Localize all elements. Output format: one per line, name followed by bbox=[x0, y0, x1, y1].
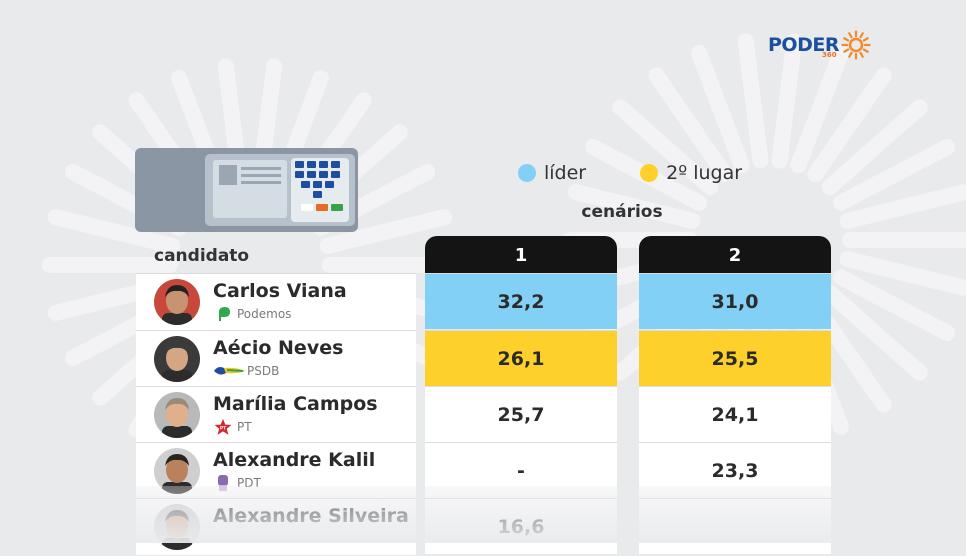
burst-ray bbox=[319, 209, 453, 254]
table-row: Marília Campos PT PT 25,7 24,1 bbox=[136, 386, 860, 443]
candidate-column-header: candidato bbox=[154, 246, 250, 266]
pt-star-icon: PT bbox=[213, 418, 233, 435]
legend-item-leader: líder bbox=[518, 162, 586, 184]
candidate-avatar bbox=[154, 279, 200, 325]
party-label: Podemos bbox=[237, 307, 292, 321]
candidate-name: Alexandre Kalil bbox=[213, 449, 376, 471]
burst-ray bbox=[832, 139, 956, 211]
candidate-name: Carlos Viana bbox=[213, 280, 347, 302]
burst-ray bbox=[832, 269, 956, 341]
podemos-leaf-icon bbox=[213, 306, 233, 322]
burst-ray bbox=[648, 67, 733, 183]
value-cell-scenario-1: 25,7 bbox=[425, 386, 617, 442]
candidate-party: Podemos bbox=[213, 306, 291, 322]
svg-text:PT: PT bbox=[220, 425, 227, 431]
burst-ray bbox=[691, 44, 750, 174]
party-label: PSDB bbox=[247, 364, 280, 378]
legend-label-second: 2º lugar bbox=[666, 162, 743, 184]
sun-ray bbox=[859, 51, 864, 58]
legend-item-second: 2º lugar bbox=[640, 162, 742, 184]
burst-ray bbox=[737, 33, 769, 169]
burst-ray bbox=[567, 184, 701, 229]
candidate-avatar bbox=[154, 336, 200, 382]
candidate-party: PSDB bbox=[213, 363, 279, 379]
value-cell-scenario-2: 24,1 bbox=[639, 386, 831, 442]
sun-ray bbox=[843, 37, 850, 42]
bottom-fade-overlay bbox=[0, 486, 966, 543]
poder360-logo: PODER 360 bbox=[768, 30, 871, 60]
candidate-name: Aécio Neves bbox=[213, 337, 344, 359]
sun-logo-icon bbox=[841, 30, 871, 60]
sun-ray bbox=[848, 32, 853, 39]
candidate-avatar bbox=[154, 392, 200, 438]
burst-ray bbox=[807, 67, 892, 183]
burst-ray bbox=[839, 251, 966, 296]
value-cell-scenario-2: 31,0 bbox=[639, 273, 831, 329]
legend-dot-second bbox=[640, 164, 659, 182]
sun-ray bbox=[843, 48, 850, 53]
scenarios-title: cenários bbox=[581, 202, 663, 222]
legend-dot-leader bbox=[518, 164, 536, 182]
value-cell-scenario-1: 32,2 bbox=[425, 273, 617, 329]
burst-ray bbox=[790, 44, 849, 174]
sun-ray bbox=[862, 48, 869, 53]
logo-text: PODER bbox=[768, 34, 839, 56]
sun-ray bbox=[862, 37, 869, 42]
table-row: Carlos Viana Podemos 32,2 31,0 bbox=[136, 273, 860, 330]
legend-label-leader: líder bbox=[544, 162, 587, 184]
table-row: Aécio Neves PSDB 26,1 25,5 bbox=[136, 330, 860, 387]
psdb-toucan-icon bbox=[213, 363, 247, 379]
party-label: PT bbox=[237, 420, 252, 434]
value-cell-scenario-2: 25,5 bbox=[639, 330, 831, 386]
candidate-name: Marília Campos bbox=[213, 393, 378, 415]
burst-ray bbox=[771, 33, 803, 169]
burst-ray bbox=[47, 209, 181, 254]
logo-subtext: 360 bbox=[822, 51, 837, 59]
burst-ray bbox=[612, 99, 719, 195]
voting-machine-icon bbox=[135, 148, 358, 232]
burst-ray bbox=[839, 184, 966, 229]
burst-ray bbox=[821, 99, 928, 195]
burst-ray bbox=[821, 285, 928, 381]
sun-ray bbox=[859, 32, 864, 39]
value-cell-scenario-1: 26,1 bbox=[425, 330, 617, 386]
sun-ray bbox=[848, 51, 853, 58]
scenario-1-header: 1 bbox=[425, 236, 617, 273]
legend: líder 2º lugar bbox=[518, 162, 796, 184]
candidate-party: PT PT bbox=[213, 418, 252, 435]
scenario-2-header: 2 bbox=[639, 236, 831, 273]
